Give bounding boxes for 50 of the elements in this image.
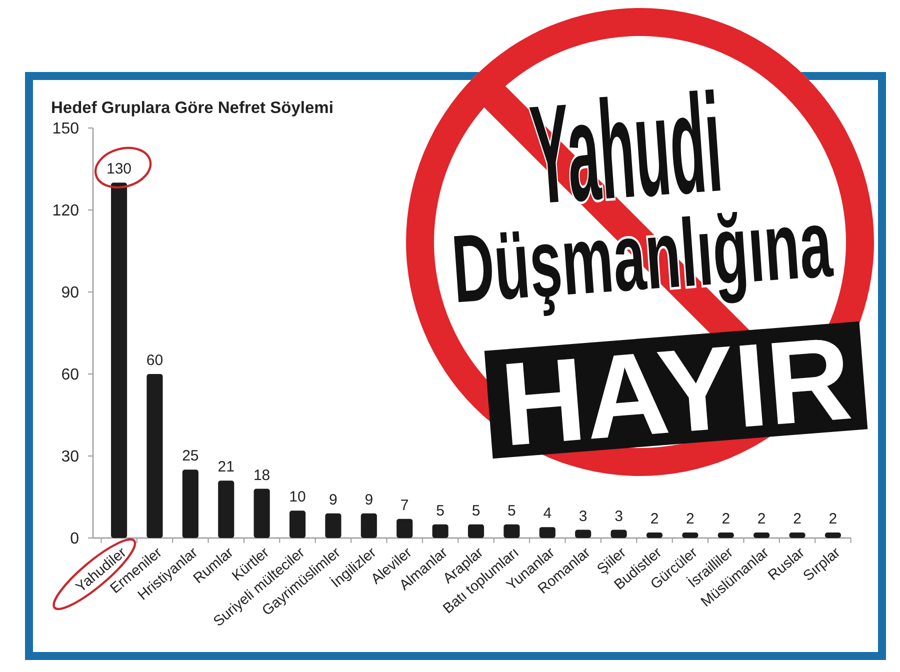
bar xyxy=(789,532,806,538)
bar xyxy=(396,518,413,538)
y-tick-label: 30 xyxy=(61,448,80,466)
data-label: 3 xyxy=(614,508,623,525)
bar xyxy=(182,470,198,538)
bar xyxy=(360,513,377,538)
data-label: 2 xyxy=(722,510,730,528)
y-tick-label: 0 xyxy=(70,530,80,548)
data-label: 5 xyxy=(472,502,480,520)
data-label: 2 xyxy=(686,510,694,528)
bar xyxy=(468,524,484,538)
y-tick-label: 120 xyxy=(52,202,80,220)
annotation: Yahudi Düşmanlığına xyxy=(448,64,836,323)
data-label: 21 xyxy=(218,458,234,476)
data-label: 130 xyxy=(106,160,132,178)
bar xyxy=(254,488,270,538)
bar xyxy=(504,524,520,538)
bar xyxy=(646,532,663,538)
data-label: 9 xyxy=(329,491,338,508)
data-label: 2 xyxy=(757,510,766,528)
bar xyxy=(754,532,770,538)
bar xyxy=(539,527,556,538)
bar xyxy=(110,182,128,538)
bar xyxy=(682,532,698,538)
y-tick-label: 150 xyxy=(52,120,80,138)
data-label: 5 xyxy=(436,502,444,520)
bar xyxy=(432,524,448,538)
bar xyxy=(824,532,842,538)
data-label: 60 xyxy=(146,352,164,369)
data-label: 7 xyxy=(400,496,409,514)
data-label: 18 xyxy=(253,466,270,484)
bar xyxy=(325,513,342,538)
data-label: 2 xyxy=(650,510,659,528)
data-label: 2 xyxy=(828,510,838,528)
data-label: 3 xyxy=(578,508,588,525)
bar xyxy=(218,480,234,538)
bar xyxy=(289,510,306,538)
y-tick-label: 90 xyxy=(61,284,80,302)
bar xyxy=(575,530,592,538)
data-label: 10 xyxy=(289,488,306,506)
bar xyxy=(718,532,734,538)
data-label: 25 xyxy=(182,448,199,465)
data-label: 4 xyxy=(543,505,552,522)
y-tick-label: 60 xyxy=(61,366,80,384)
bar xyxy=(610,530,627,538)
bar xyxy=(146,374,163,538)
data-label: 2 xyxy=(793,510,802,528)
data-label: 5 xyxy=(508,502,516,520)
chart-title: Hedef Gruplara Göre Nefret Söylemi xyxy=(51,99,334,117)
data-label: 9 xyxy=(364,491,374,508)
